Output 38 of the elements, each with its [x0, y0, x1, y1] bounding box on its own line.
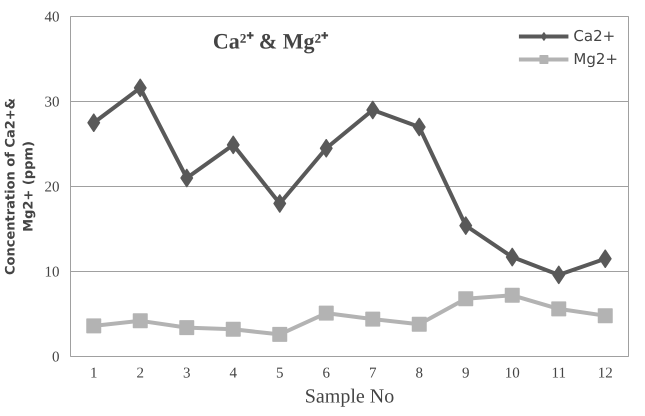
- point: [412, 118, 426, 136]
- legend-label: Mg2+: [573, 50, 618, 68]
- y-tick-label: 40: [44, 10, 60, 26]
- point: [598, 308, 613, 324]
- point: [273, 194, 286, 213]
- point: [132, 313, 148, 328]
- x-tick-label: 8: [416, 366, 423, 382]
- y-tick-label: 10: [44, 264, 60, 280]
- x-tick-label: 10: [504, 366, 520, 382]
- x-tick-label: 5: [276, 366, 284, 382]
- point: [366, 100, 380, 120]
- point: [318, 306, 334, 321]
- y-tick-label: 30: [44, 94, 60, 110]
- point: [504, 288, 520, 303]
- y-tick-label: 20: [44, 180, 60, 196]
- x-axis-title: Sample No: [304, 386, 394, 408]
- y-tick-label: 0: [52, 350, 60, 366]
- x-tick-label: 7: [369, 366, 377, 382]
- x-tick-label: 12: [598, 366, 613, 382]
- point: [272, 326, 288, 342]
- point: [180, 168, 194, 188]
- point: [412, 316, 427, 332]
- point: [551, 301, 566, 316]
- x-tick-label: 2: [136, 366, 144, 382]
- point: [365, 312, 380, 327]
- point: [458, 291, 474, 306]
- x-tick-label: 9: [462, 366, 470, 382]
- x-tick-label: 11: [552, 366, 566, 382]
- text: Ca²⁺ & Mg²⁺: [212, 28, 330, 54]
- point: [226, 322, 241, 337]
- point: [86, 318, 102, 334]
- y-axis-title: Concentration of Ca2+& Mg2+ (ppm): [4, 98, 36, 275]
- legend-label: Ca2+: [573, 27, 616, 45]
- x-tick-label: 4: [230, 366, 238, 382]
- point: [179, 320, 194, 336]
- x-tick-label: 1: [90, 366, 98, 382]
- x-tick-label: 3: [183, 366, 190, 382]
- x-tick-label: 6: [322, 366, 330, 382]
